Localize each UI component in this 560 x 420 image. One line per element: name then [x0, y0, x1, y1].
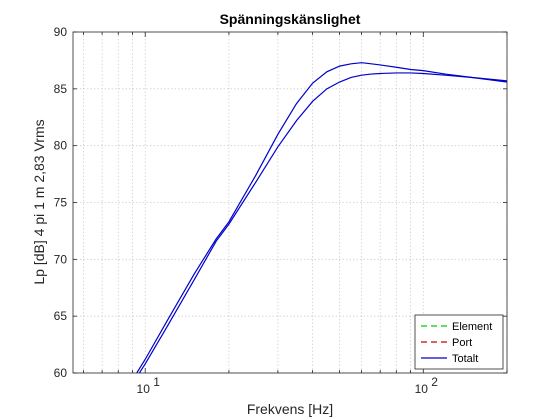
legend-box	[414, 314, 504, 370]
series-group	[136, 62, 507, 373]
y-tick-label: 75	[54, 196, 68, 210]
y-axis-label: Lp [dB] 4 pi 1 m 2,83 Vrms	[31, 119, 47, 284]
x-tick-label: 10	[137, 382, 151, 396]
legend-label-port: Port	[452, 337, 472, 349]
y-tick-label: 60	[54, 366, 68, 380]
y-tick-label: 70	[54, 252, 68, 266]
y-tick-label: 90	[54, 25, 68, 39]
chart-title: Spänningskänslighet	[220, 11, 361, 27]
series-line-totalt	[136, 62, 507, 373]
y-tick-label: 65	[54, 309, 68, 323]
legend-label-totalt: Totalt	[452, 353, 478, 365]
y-tick-label: 80	[54, 139, 68, 153]
x-tick-label-exponent: 1	[153, 375, 160, 389]
series-line-totalt-3	[138, 72, 507, 373]
x-axis-label: Frekvens [Hz]	[247, 401, 333, 417]
legend-label-element: Element	[452, 321, 492, 333]
y-tick-label: 85	[54, 82, 68, 96]
x-tick-label-exponent: 2	[431, 375, 438, 389]
legend: Element Port Totalt	[414, 314, 504, 370]
x-tick-label: 10	[415, 382, 429, 396]
